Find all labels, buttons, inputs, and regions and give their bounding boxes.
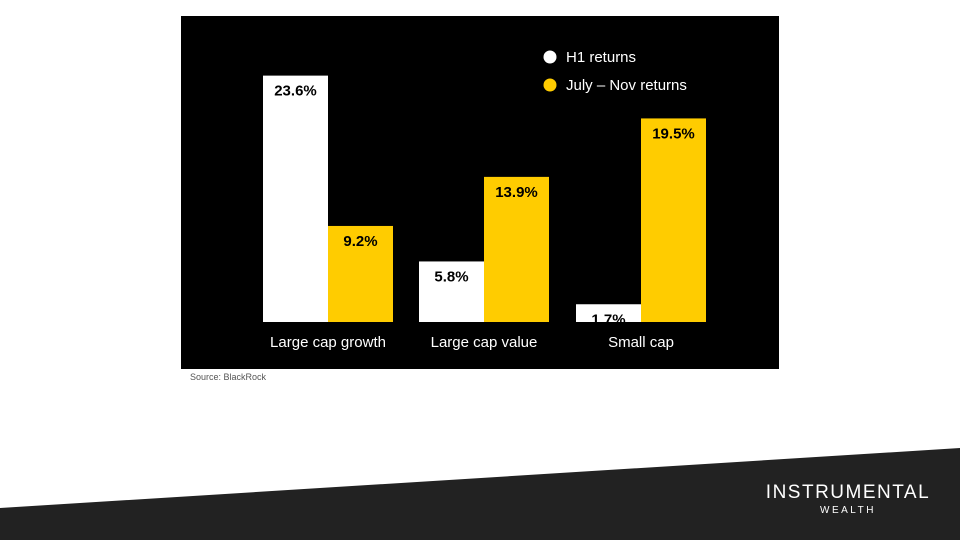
source-note: Source: BlackRock [190, 372, 267, 382]
bar-chart: 23.6% 9.2% Large cap growth 5.8% 13.9% Large … [263, 49, 706, 351]
bar-h1-2 [419, 261, 484, 322]
bar-h1-1 [263, 75, 328, 322]
bar-value-label: 13.9% [495, 184, 538, 201]
category-label: Small cap [608, 334, 674, 351]
bar-value-label: 1.7% [591, 311, 625, 328]
legend-marker [543, 78, 557, 92]
chart-panel: 23.6% 9.2% Large cap growth 5.8% 13.9% Large … [181, 16, 779, 369]
bar-jul-nov-1 [328, 225, 393, 322]
category-label: Large cap growth [270, 334, 386, 351]
legend-label: H1 returns [566, 49, 636, 66]
footer-band [0, 448, 960, 540]
bar-h1-3 [576, 304, 641, 322]
brand-logo: INSTRUMENTAL WEALTH [758, 482, 938, 517]
bar-jul-nov-3 [641, 118, 706, 322]
legend-marker [543, 50, 557, 64]
bar-jul-nov-2 [484, 176, 549, 322]
brand-name: INSTRUMENTAL [765, 482, 931, 503]
legend-label: July – Nov returns [566, 77, 687, 94]
bar-value-label: 5.8% [434, 268, 468, 285]
brand-sub: WEALTH [820, 505, 876, 516]
bar-value-label: 23.6% [274, 83, 317, 100]
category-label: Large cap value [431, 334, 538, 351]
bar-value-label: 19.5% [652, 125, 695, 142]
bar-value-label: 9.2% [343, 233, 377, 250]
